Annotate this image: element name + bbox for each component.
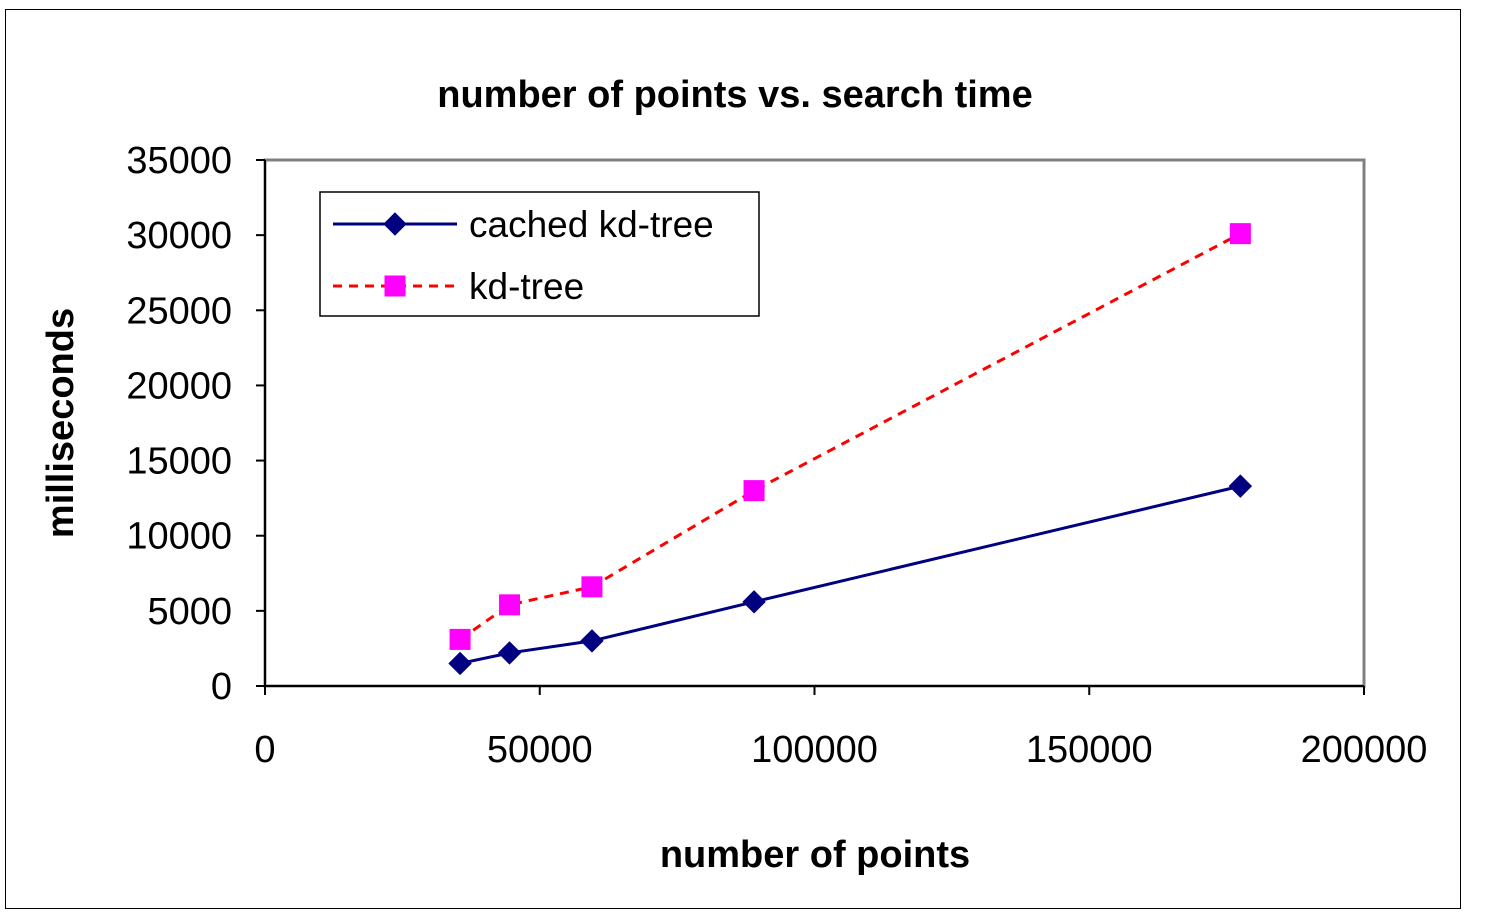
y-tick-label: 10000 xyxy=(126,516,232,558)
series-cached-kd-tree xyxy=(448,474,1253,676)
legend-entries: cached kd-tree kd-tree xyxy=(333,204,714,307)
x-tick-label: 150000 xyxy=(1026,729,1153,771)
data-point xyxy=(497,641,522,665)
y-axis-title: milliseconds xyxy=(40,308,82,538)
series-layer xyxy=(448,223,1253,676)
y-axis-ticks: 0 5000 10000 15000 20000 25000 30000 35000 xyxy=(126,140,265,708)
x-tick-label: 50000 xyxy=(487,729,593,771)
legend-entry: kd-tree xyxy=(333,266,584,307)
data-point xyxy=(499,594,521,616)
data-point xyxy=(1229,223,1251,245)
y-tick-label: 35000 xyxy=(126,140,232,182)
x-tick-label: 100000 xyxy=(751,729,878,771)
data-point xyxy=(581,576,603,598)
x-tick-label: 200000 xyxy=(1301,729,1428,771)
data-point xyxy=(449,628,471,650)
chart-title: number of points vs. search time xyxy=(437,74,1032,116)
y-tick-label: 30000 xyxy=(126,215,232,257)
y-tick-label: 5000 xyxy=(147,591,232,633)
data-point xyxy=(580,629,604,653)
legend-label: kd-tree xyxy=(469,266,584,307)
x-axis-ticks: 0 50000 100000 150000 200000 xyxy=(254,686,1427,771)
y-tick-label: 0 xyxy=(211,666,232,708)
y-tick-label: 15000 xyxy=(126,441,232,483)
legend-marker xyxy=(384,275,406,297)
data-point xyxy=(742,590,766,614)
x-axis-title: number of points xyxy=(660,834,970,876)
y-tick-label: 25000 xyxy=(126,290,232,332)
data-point xyxy=(1228,474,1253,498)
legend: cached kd-tree kd-tree xyxy=(319,191,760,317)
data-point xyxy=(448,651,472,676)
series-kd-tree xyxy=(449,223,1251,650)
data-point xyxy=(743,480,765,502)
y-tick-label: 20000 xyxy=(126,365,232,407)
legend-marker xyxy=(383,212,407,236)
legend-entry: cached kd-tree xyxy=(333,204,714,245)
legend-label: cached kd-tree xyxy=(469,204,714,245)
x-tick-label: 0 xyxy=(254,729,275,771)
